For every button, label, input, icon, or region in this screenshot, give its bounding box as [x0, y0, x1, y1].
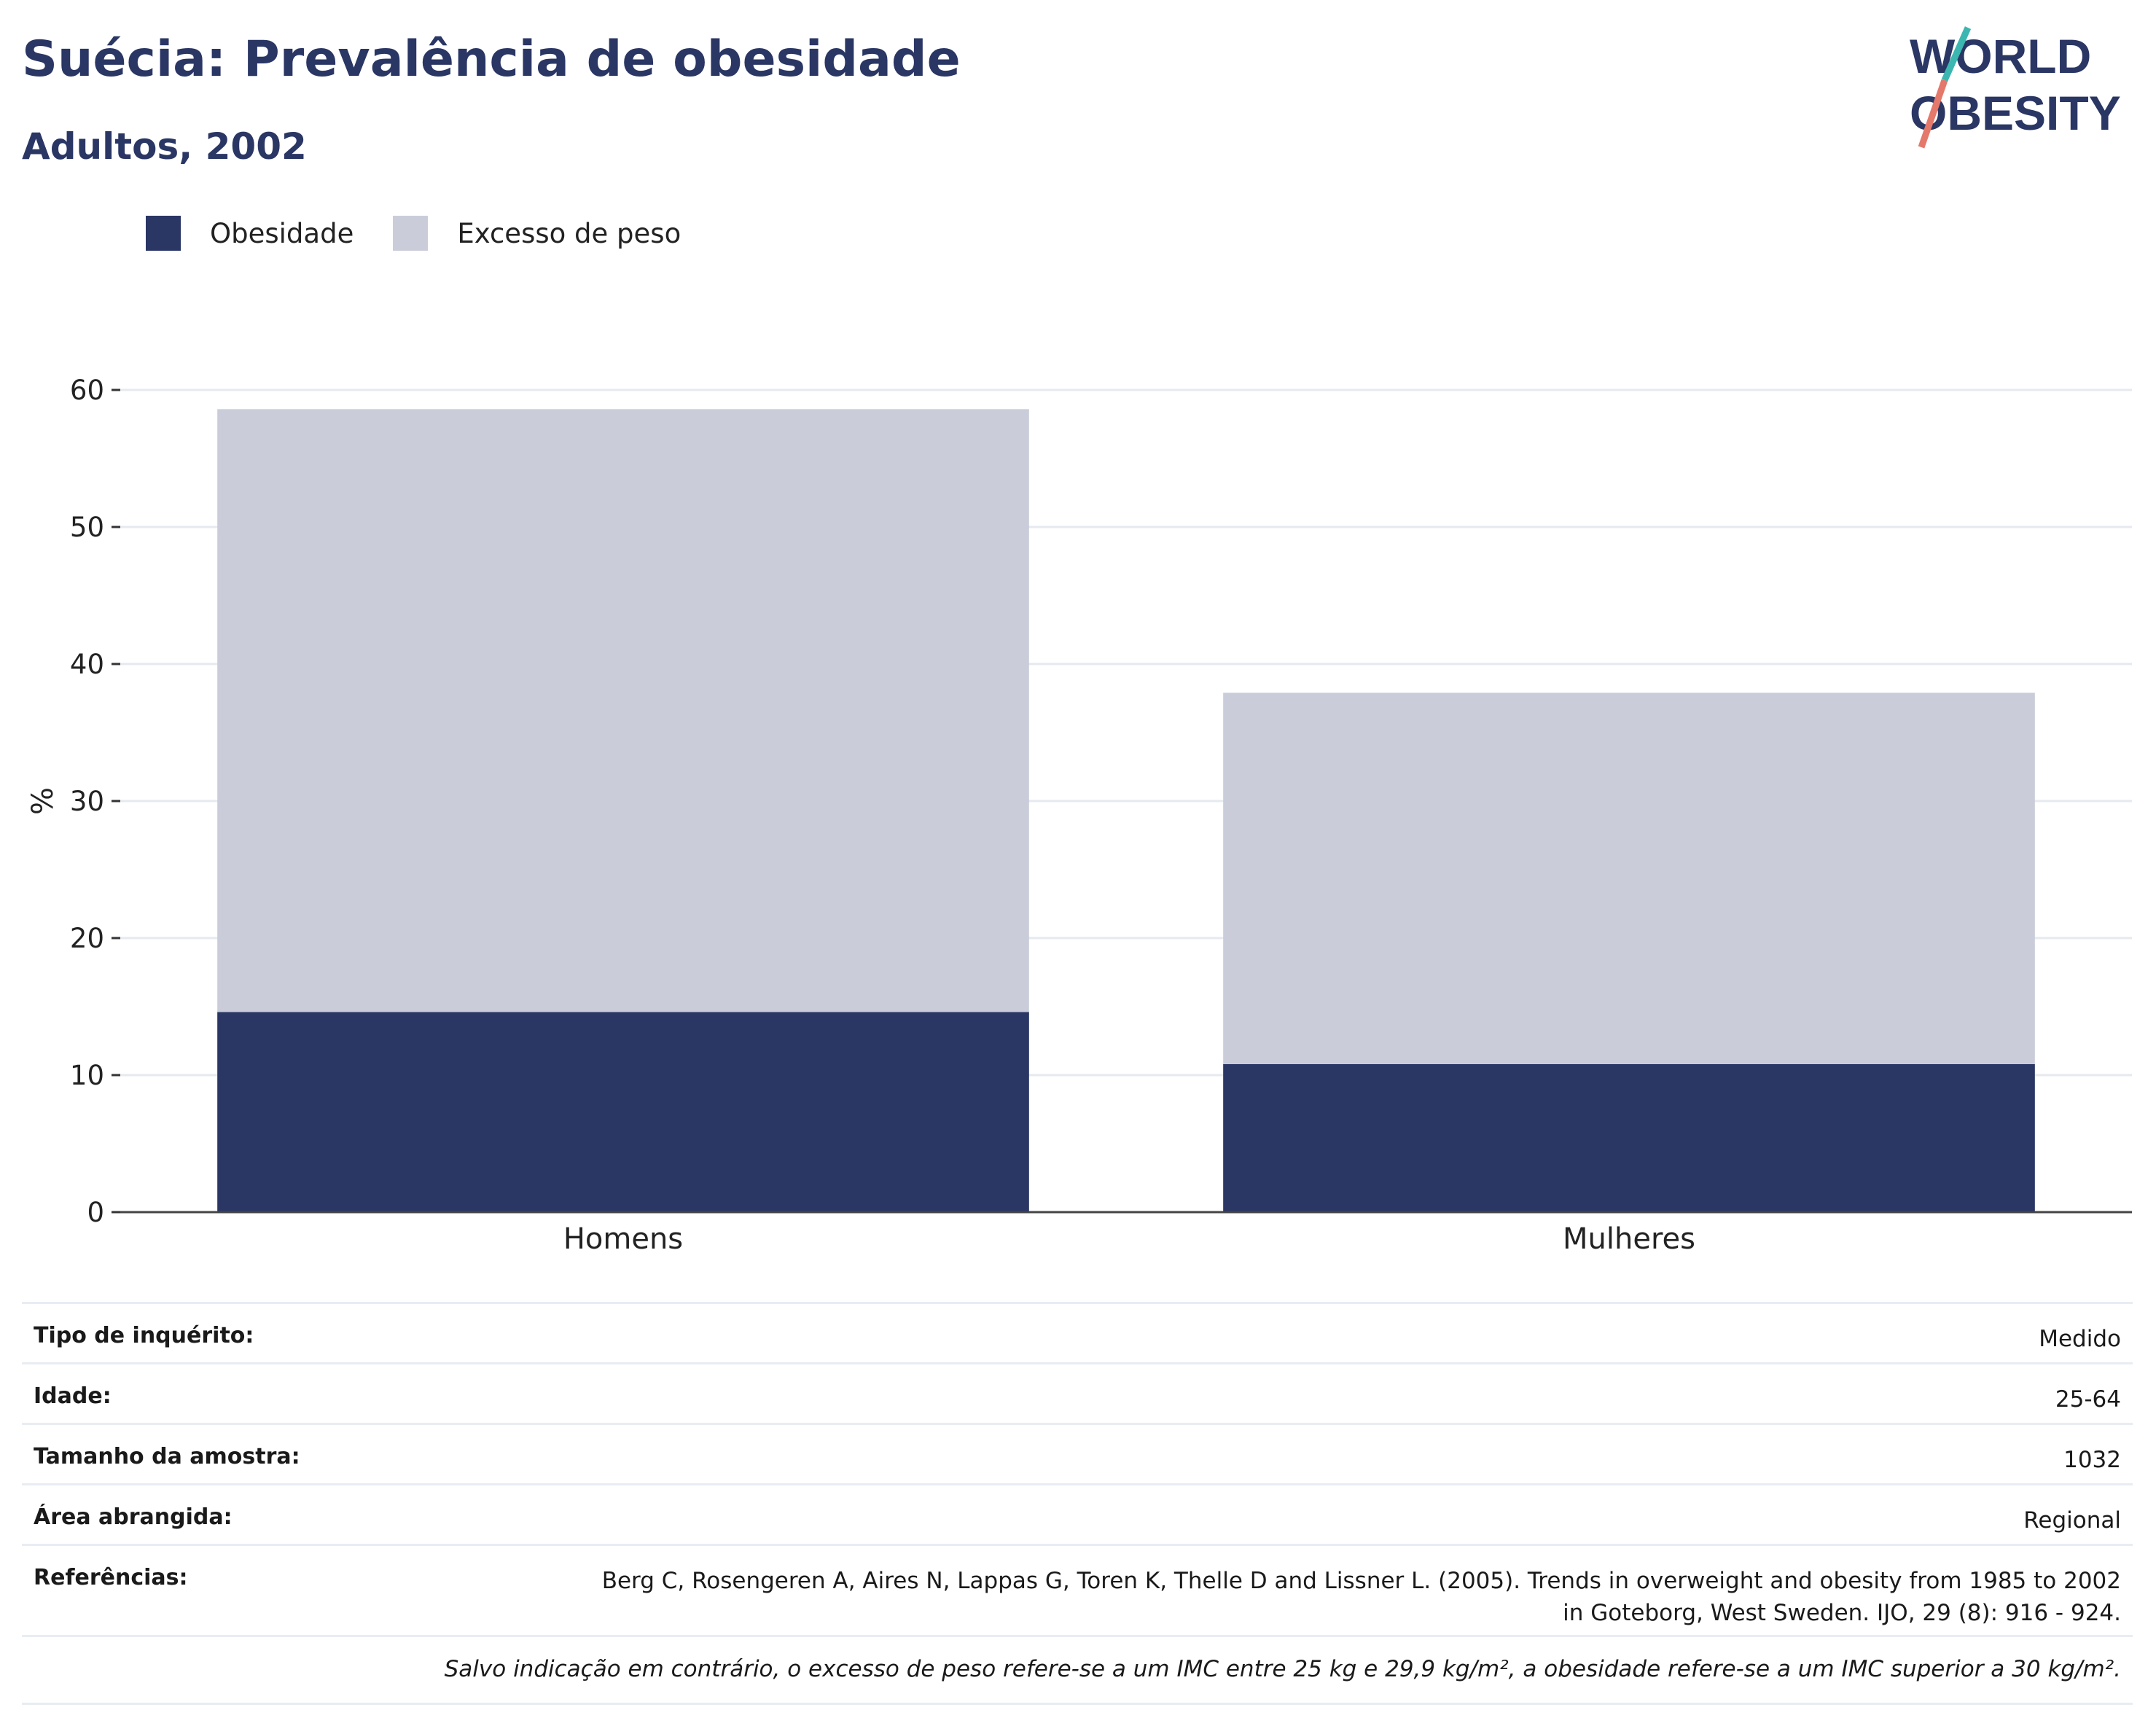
info-label: Área abrangida: [34, 1504, 233, 1530]
y-tick-label: 20 [70, 923, 104, 954]
logo-line2: OBESITY [1910, 86, 2121, 140]
logo-teal-slash [1941, 26, 1972, 82]
bar-obesity [217, 1012, 1029, 1212]
info-value: 25-64 [2055, 1386, 2121, 1413]
info-row-references: Referências: Berg C, Rosengeren A, Aires… [22, 1544, 2133, 1635]
bar-overweight [1223, 692, 2035, 1064]
legend-item-obesity[interactable]: Obesidade [146, 216, 354, 251]
y-tick-label: 0 [87, 1197, 104, 1228]
y-tick-label: 50 [70, 512, 104, 543]
y-tick-label: 10 [70, 1060, 104, 1091]
info-row-age: Idade: 25-64 [22, 1362, 2133, 1423]
info-value: 1032 [2063, 1447, 2121, 1473]
y-tick-label: 60 [70, 375, 104, 406]
definition-note: Salvo indicação em contrário, o excesso … [444, 1656, 2121, 1682]
info-label: Idade: [34, 1383, 112, 1409]
references-line: in Goteborg, West Sweden. IJO, 29 (8): 9… [1563, 1600, 2121, 1626]
legend-label-obesity: Obesidade [210, 217, 354, 249]
y-tick-label: 40 [70, 649, 104, 680]
legend-item-overweight[interactable]: Excesso de peso [393, 216, 681, 251]
legend-swatch-overweight [393, 216, 429, 251]
x-tick-label: Mulheres [1563, 1222, 1695, 1256]
page-title: Suécia: Prevalência de obesidade [22, 31, 961, 88]
references-line: Berg C, Rosengeren A, Aires N, Lappas G,… [601, 1568, 2121, 1594]
info-row-survey-type: Tipo de inquérito: Medido [22, 1302, 2133, 1362]
chart-legend: Obesidade Excesso de peso [146, 216, 720, 251]
info-label: Referências: [34, 1565, 188, 1590]
logo-coral-slash [1918, 79, 1948, 149]
info-value: Regional [2023, 1507, 2121, 1534]
legend-swatch-obesity [146, 216, 181, 251]
bar-obesity [1223, 1063, 2035, 1212]
legend-label-overweight: Excesso de peso [457, 217, 681, 249]
logo-line1: WORLD [1910, 29, 2091, 83]
info-row-sample-size: Tamanho da amostra: 1032 [22, 1423, 2133, 1483]
info-label: Tipo de inquérito: [34, 1323, 254, 1348]
x-tick-label: Homens [563, 1222, 683, 1256]
y-tick-label: 30 [70, 786, 104, 817]
info-value: Medido [2039, 1326, 2121, 1352]
world-obesity-logo: WORLD OBESITY [1910, 26, 2121, 149]
info-row-area: Área abrangida: Regional [22, 1483, 2133, 1544]
bar-overweight [217, 409, 1029, 1012]
y-axis-label: % [26, 787, 60, 815]
survey-info-table: Tipo de inquérito: Medido Idade: 25-64 T… [22, 1302, 2133, 1705]
bar-chart: 0 10 20 30 40 50 60% Homens Mulheres [26, 375, 2132, 1256]
page-subtitle: Adultos, 2002 [22, 125, 307, 168]
info-row-note: Salvo indicação em contrário, o excesso … [22, 1635, 2133, 1705]
references-text: Berg C, Rosengeren A, Aires N, Lappas G,… [602, 1565, 2121, 1629]
info-label: Tamanho da amostra: [34, 1444, 300, 1469]
